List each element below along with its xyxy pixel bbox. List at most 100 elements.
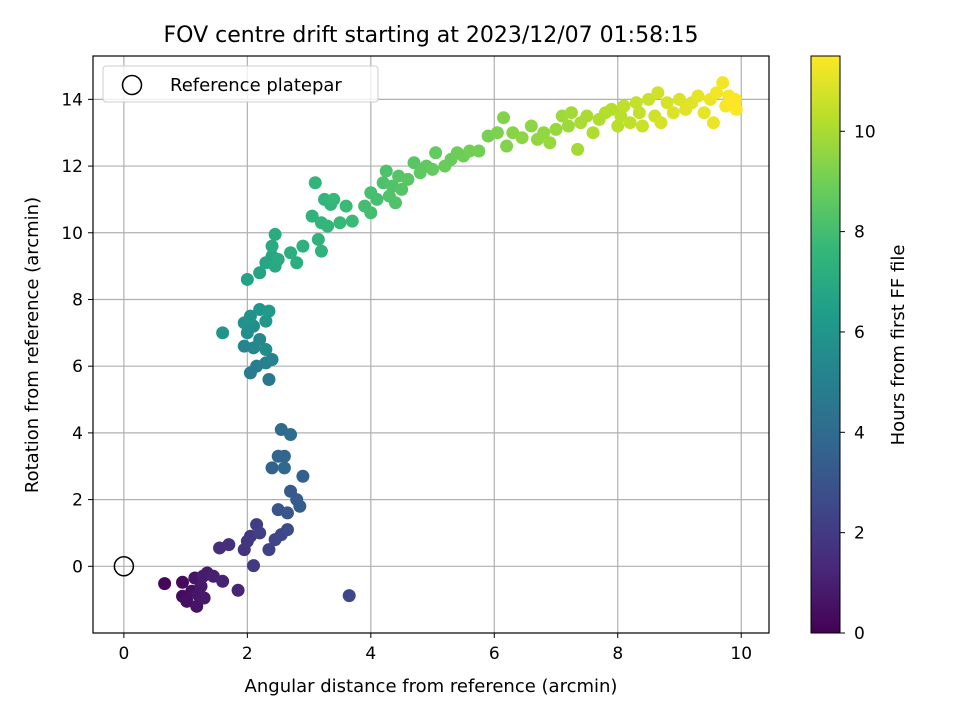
plot-area — [93, 56, 769, 633]
data-point — [268, 227, 282, 241]
data-point — [729, 102, 743, 116]
data-point — [472, 144, 486, 158]
data-point — [660, 96, 674, 110]
data-point — [296, 469, 310, 483]
data-point — [635, 119, 649, 133]
data-point — [716, 76, 730, 90]
y-tick-label: 4 — [72, 424, 83, 444]
data-point — [370, 192, 384, 206]
colorbar-tick-label: 4 — [854, 423, 865, 443]
y-tick-label: 0 — [72, 557, 83, 577]
data-point — [247, 559, 261, 573]
data-point — [500, 139, 514, 153]
data-point — [611, 119, 625, 133]
data-point — [253, 332, 267, 346]
legend-entry-reference-platepar: Reference platepar — [170, 75, 342, 96]
data-point — [571, 142, 585, 156]
data-point — [305, 209, 319, 223]
data-point — [697, 106, 711, 120]
data-point — [614, 109, 628, 123]
data-point — [342, 589, 356, 603]
colorbar-tick-label: 0 — [854, 624, 865, 644]
colorbar-gradient — [810, 55, 841, 634]
data-point — [651, 86, 665, 100]
data-point — [389, 196, 403, 210]
data-point — [277, 449, 291, 463]
data-point — [401, 172, 415, 186]
data-point — [497, 111, 511, 125]
data-point — [293, 499, 307, 513]
y-tick-label: 6 — [72, 357, 83, 377]
data-point — [296, 239, 310, 253]
data-point — [642, 92, 656, 106]
data-point — [222, 538, 236, 552]
data-point — [327, 192, 341, 206]
plot-frame — [92, 55, 770, 634]
data-point — [339, 199, 353, 213]
data-point — [364, 206, 378, 220]
x-tick-label: 0 — [118, 644, 129, 664]
colorbar-tick-label: 6 — [854, 323, 865, 343]
data-point — [395, 182, 409, 196]
data-point — [216, 326, 230, 340]
data-point — [271, 252, 285, 266]
data-point — [321, 219, 335, 233]
reference-platepar-marker — [113, 556, 135, 577]
data-point — [580, 109, 594, 123]
data-point — [706, 116, 720, 130]
data-point — [216, 574, 230, 588]
data-point — [265, 461, 279, 475]
x-axis-ticks: 0 2 4 6 8 10 — [118, 633, 752, 664]
data-point — [537, 126, 551, 140]
data-point — [190, 599, 204, 613]
data-point — [311, 232, 325, 246]
data-point — [290, 256, 304, 270]
y-axis-label: Rotation from reference (arcmin) — [22, 197, 43, 493]
data-point — [524, 119, 538, 133]
x-tick-label: 10 — [730, 644, 752, 664]
data-point — [515, 131, 529, 145]
colorbar-ticks: 0 2 4 6 8 10 — [840, 122, 876, 644]
data-point — [265, 239, 279, 253]
data-point — [333, 216, 347, 230]
data-point — [379, 164, 393, 178]
data-point — [623, 116, 637, 130]
data-point — [262, 543, 276, 557]
data-point — [308, 176, 322, 190]
data-point — [426, 162, 440, 176]
legend: Reference platepar — [102, 65, 379, 103]
chart-title: FOV centre drift starting at 2023/12/07 … — [164, 23, 699, 48]
y-tick-label: 2 — [72, 491, 83, 511]
data-point — [632, 106, 646, 120]
data-point — [240, 272, 254, 286]
x-tick-label: 6 — [489, 644, 500, 664]
x-tick-label: 8 — [612, 644, 623, 664]
data-point — [259, 314, 273, 328]
data-point — [280, 523, 294, 537]
data-point — [284, 246, 298, 260]
data-point — [280, 506, 294, 520]
data-point — [259, 343, 273, 357]
data-point — [180, 594, 194, 608]
data-point — [617, 99, 631, 113]
data-point — [629, 96, 643, 110]
data-point — [243, 309, 257, 323]
data-point — [728, 92, 742, 106]
legend-box — [102, 65, 379, 103]
data-point — [196, 569, 210, 583]
data-point — [463, 144, 477, 158]
data-point — [314, 244, 328, 258]
data-point — [277, 461, 291, 475]
y-tick-label: 14 — [61, 90, 83, 110]
data-points — [158, 76, 743, 613]
y-tick-label: 12 — [61, 157, 83, 177]
data-point — [265, 353, 279, 367]
data-point — [158, 577, 172, 591]
data-point — [605, 102, 619, 116]
colorbar: 0 2 4 6 8 10 Hours from first FF file — [810, 55, 909, 644]
data-point — [549, 122, 563, 136]
data-point — [231, 583, 245, 597]
data-point — [262, 304, 276, 318]
